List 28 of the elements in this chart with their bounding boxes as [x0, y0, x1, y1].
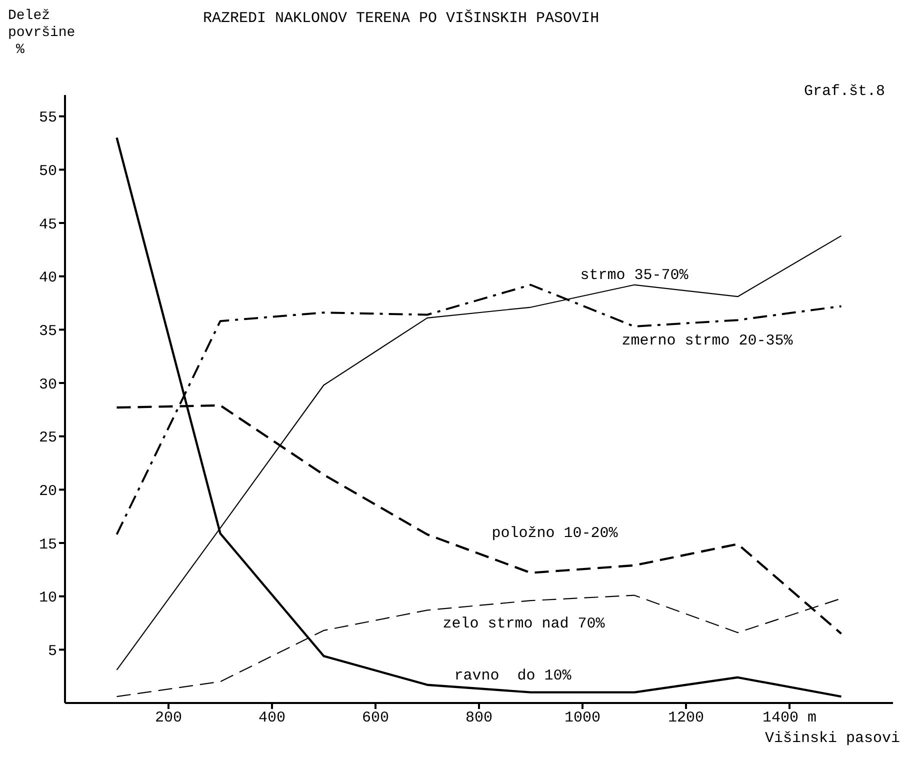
series-label: ravno do 10% — [454, 667, 572, 684]
y-tick-label: 25 — [38, 430, 57, 447]
chart-title: RAZREDI NAKLONOV TERENA PO VIŠINSKIH PASOVIH — [203, 10, 600, 27]
y-tick-label: 40 — [38, 270, 57, 287]
x-tick-label: 400 — [258, 710, 286, 727]
y-tick-label: 50 — [38, 162, 57, 180]
y-tick-label: 10 — [38, 590, 57, 607]
y-tick-label: 55 — [38, 110, 57, 127]
y-tick-label: 15 — [38, 536, 57, 554]
x-tick-label: 1400 m — [762, 710, 817, 727]
x-tick-label: 800 — [465, 710, 493, 727]
series-label: položno 10-20% — [492, 524, 619, 542]
x-tick-label: 1000 — [564, 710, 601, 727]
y-tick-label: 30 — [38, 376, 57, 394]
x-axis-title: Višinski pasovi — [764, 730, 900, 747]
y-tick-label: 35 — [38, 322, 57, 340]
y-axis-title: Delež površine % — [8, 8, 76, 59]
x-tick-label: 200 — [154, 710, 182, 727]
y-tick-label: 5 — [48, 642, 57, 660]
series-label: zmerno strmo 20-35% — [622, 332, 794, 350]
series-label: strmo 35-70% — [580, 266, 690, 284]
y-tick-label: 45 — [38, 216, 57, 234]
y-tick-label: 20 — [38, 482, 57, 500]
x-tick-label: 1200 — [668, 710, 704, 727]
line-series — [116, 136, 842, 698]
annotation: Graf.št.8 — [804, 83, 885, 100]
x-tick-label: 600 — [362, 710, 390, 727]
series-label: zelo strmo nad 70% — [442, 616, 606, 633]
